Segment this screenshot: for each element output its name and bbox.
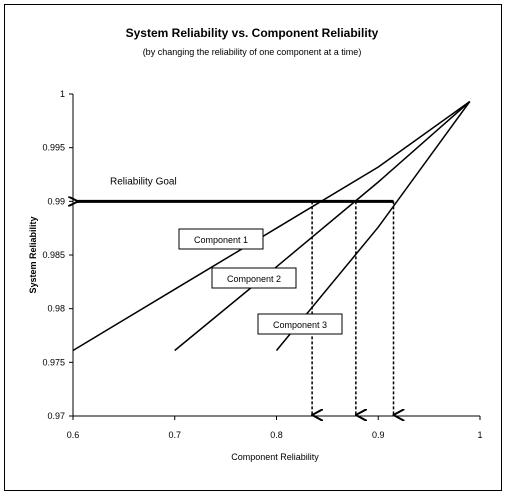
series-label-box: [211, 267, 297, 289]
series-line-2: [174, 100, 471, 352]
series-label-box: [178, 228, 264, 250]
chart-title: System Reliability vs. Component Reliabi…: [126, 26, 379, 40]
series-line-3: [275, 101, 471, 351]
y-tick-label: 1: [60, 89, 65, 99]
series-label-2: Component 2: [227, 274, 281, 284]
axes: [69, 93, 481, 420]
series-label-3: Component 3: [273, 320, 327, 330]
series-label-box: [257, 313, 343, 335]
y-tick-label: 0.98: [47, 304, 65, 314]
series-line-1: [72, 100, 471, 352]
y-tick-label: 0.99: [47, 196, 65, 206]
series-labels: Component 1 Component 2 Component 3: [178, 228, 343, 335]
x-tick-label: 0.7: [168, 430, 181, 440]
x-tick-label: 0.8: [270, 430, 283, 440]
x-tick-label: 0.6: [67, 430, 80, 440]
y-tick-label: 0.985: [42, 250, 65, 260]
goal-group: Reliability Goal: [76, 176, 394, 415]
tick-labels: 0.97 0.975 0.98 0.985 0.99 0.995 1 0.6 0.7 0.8 0.9…: [42, 89, 482, 440]
y-tick-label: 0.995: [42, 143, 65, 153]
x-tick-label: 1: [477, 430, 482, 440]
y-tick-label: 0.975: [42, 357, 65, 367]
goal-label: Reliability Goal: [110, 176, 177, 187]
y-tick-label: 0.97: [47, 411, 65, 421]
series-lines: [72, 100, 471, 352]
x-tick-label: 0.9: [372, 430, 385, 440]
y-axis-label: System Reliability: [28, 216, 38, 293]
series-label-1: Component 1: [194, 235, 248, 245]
chart-subtitle: (by changing the reliability of one comp…: [143, 47, 362, 57]
x-axis-label: Component Reliability: [231, 452, 319, 462]
